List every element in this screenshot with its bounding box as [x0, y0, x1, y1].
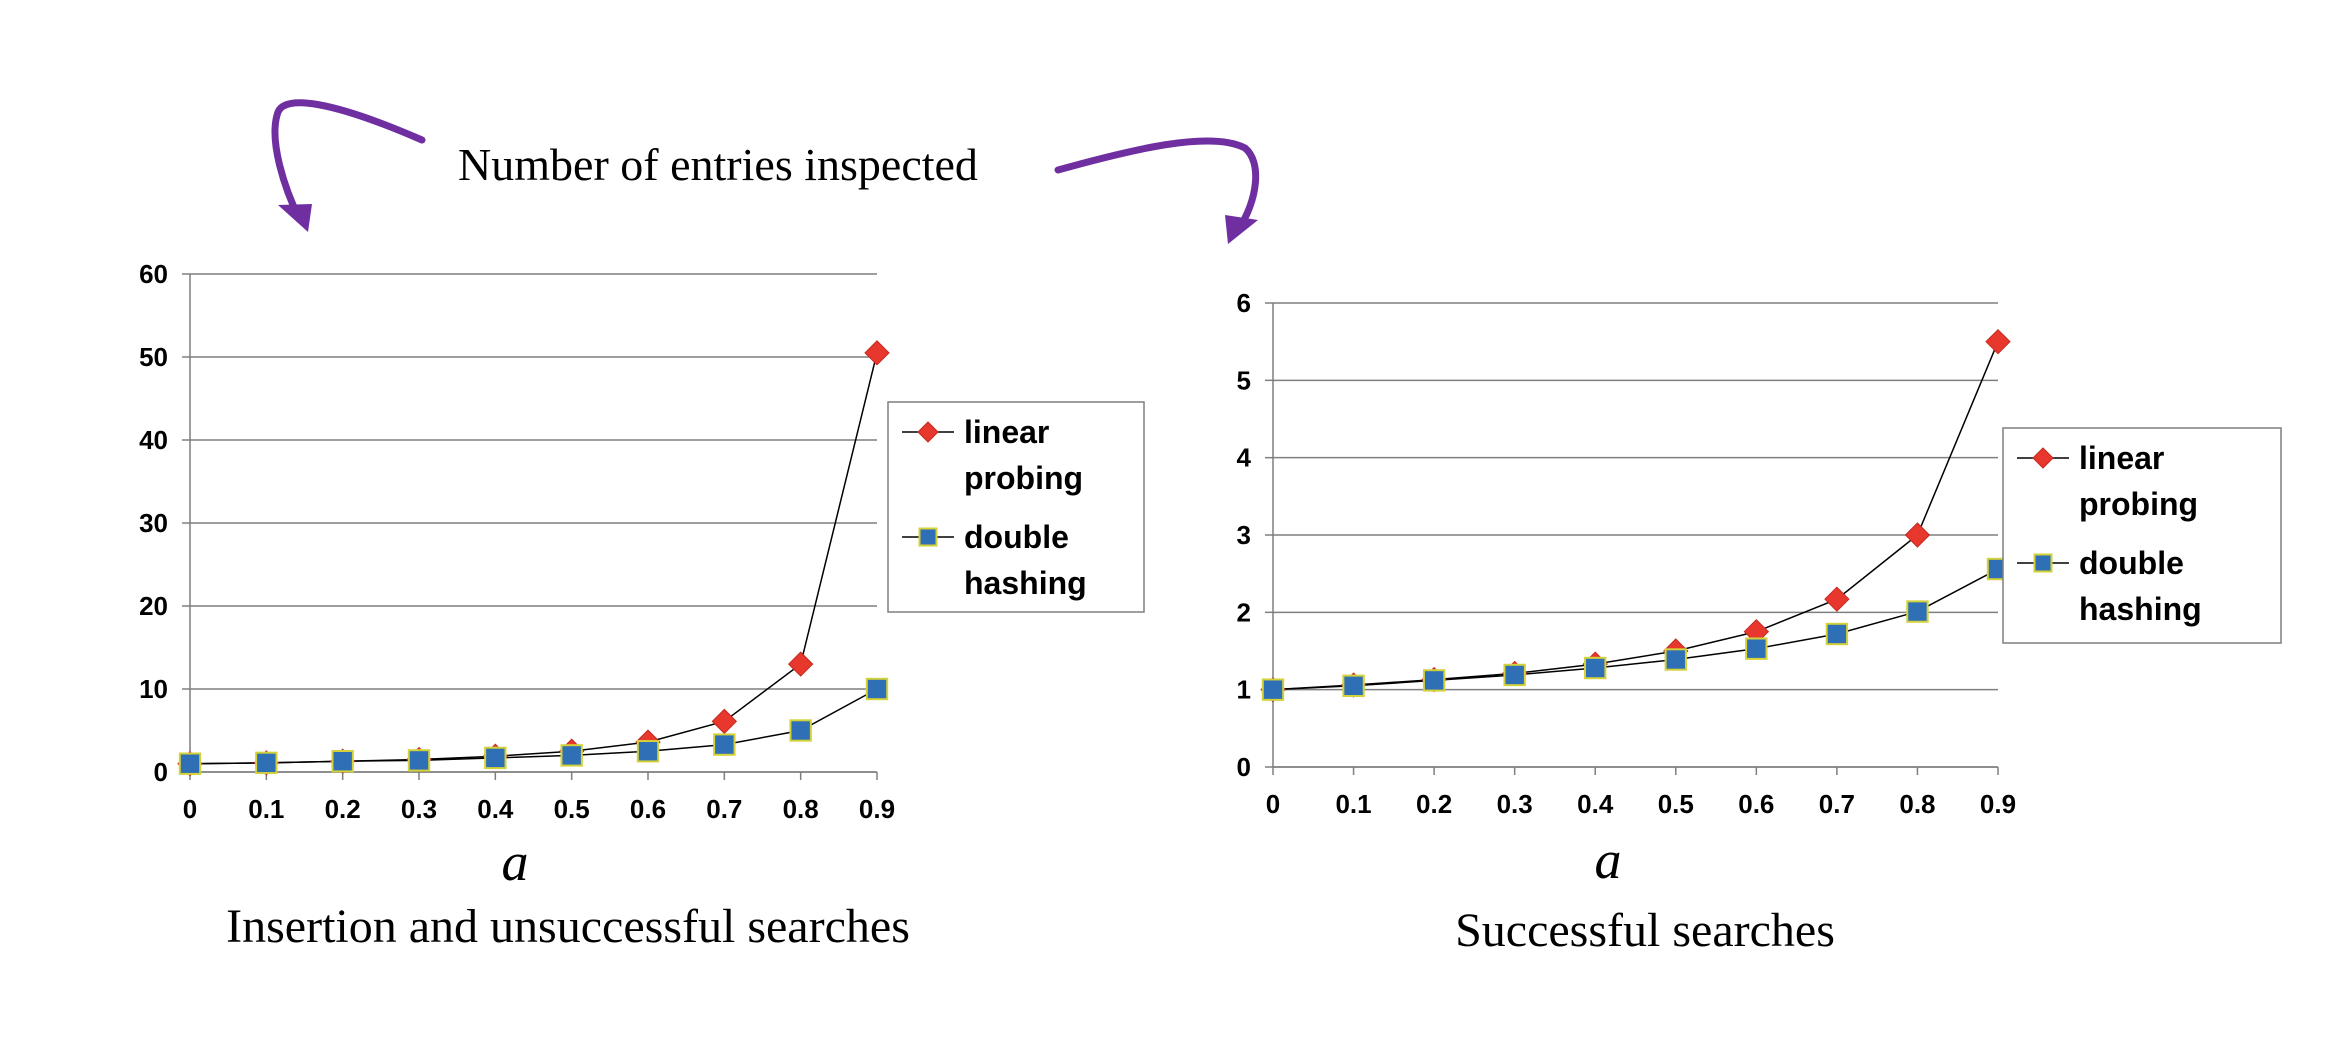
x-tick-label: 0.2 [325, 794, 361, 824]
legend-marker [918, 527, 938, 547]
series-line-double-hashing [1272, 568, 1999, 691]
legend-label: linear [964, 414, 1049, 450]
y-tick-label: 10 [139, 674, 168, 704]
data-point-double-hashing [636, 740, 660, 763]
y-tick-label: 4 [1237, 443, 1252, 473]
series-line-linear-probing [1272, 341, 1999, 691]
y-tick-label: 20 [139, 591, 168, 621]
annotation-arrowhead-right [1225, 215, 1258, 244]
legend-label: hashing [964, 565, 1087, 601]
x-tick-label: 0.8 [1899, 789, 1935, 819]
y-tick-label: 40 [139, 425, 168, 455]
data-point-linear-probing [1904, 522, 1931, 548]
legend-marker [2032, 447, 2054, 469]
data-point-double-hashing [560, 744, 583, 767]
x-tick-label: 0.7 [706, 794, 742, 824]
x-tick-label: 0.2 [1416, 789, 1452, 819]
legend-marker [2033, 553, 2053, 573]
annotation-arrow-left [271, 99, 426, 224]
legend-label: probing [2079, 486, 2198, 522]
data-point-linear-probing [864, 340, 890, 366]
data-point-double-hashing [1503, 663, 1526, 687]
x-tick-label: 0.9 [1980, 789, 2016, 819]
x-tick-label: 0.1 [248, 794, 284, 824]
data-point-double-hashing [331, 750, 354, 773]
y-tick-label: 2 [1237, 597, 1251, 627]
x-tick-label: 0.6 [1738, 789, 1774, 819]
data-point-double-hashing [789, 719, 812, 742]
x-tick-label: 0.1 [1335, 789, 1371, 819]
grid-lines [190, 273, 877, 773]
grid-lines [1273, 302, 1998, 768]
annotation-arrowhead-left [278, 204, 312, 232]
x-tick-label: 0.7 [1819, 789, 1855, 819]
legend-box [2002, 427, 2282, 644]
y-tick-label: 30 [139, 508, 168, 538]
series-markers [177, 340, 890, 777]
x-tick-label: 0.3 [401, 794, 437, 824]
chart-insertion-unsuccessful: 0 10 20 30 40 50 60 0 0.1 0.2 0.3 0.4 0.5 0.6 0.7 0.8 0.… [139, 259, 1145, 953]
chart-title: Insertion and unsuccessful searches [226, 900, 910, 953]
data-point-double-hashing [1745, 637, 1768, 660]
data-point-double-hashing [713, 733, 736, 756]
series-line-linear-probing [189, 352, 878, 765]
axes: 0 10 20 30 40 50 60 0 0.1 0.2 0.3 0.4 0.5 0.6 0.7 0.8 0.… [139, 259, 895, 824]
series-lines [1272, 341, 1999, 691]
x-tick-label: 0 [1266, 789, 1280, 819]
x-tick-label: 0.5 [1658, 789, 1694, 819]
legend-label: probing [964, 460, 1083, 496]
data-point-double-hashing [178, 752, 202, 775]
legend: linear probing double hashing [887, 401, 1145, 613]
x-tick-label: 0.9 [859, 794, 895, 824]
y-tick-label: 5 [1237, 365, 1251, 395]
data-point-double-hashing [1261, 678, 1285, 701]
data-point-double-hashing [1342, 674, 1365, 697]
y-tick-label: 60 [139, 259, 168, 289]
x-tick-label: 0.5 [554, 794, 590, 824]
y-tick-label: 1 [1237, 675, 1251, 705]
x-tick-label: 0.4 [1577, 789, 1614, 819]
data-point-double-hashing [1664, 648, 1687, 671]
x-axis-label: a [1595, 830, 1622, 890]
data-point-double-hashing [1584, 656, 1607, 680]
legend-marker [917, 421, 939, 443]
y-tick-label: 0 [1237, 752, 1251, 782]
data-point-double-hashing [484, 746, 507, 770]
axes: 0 1 2 3 4 5 6 0 0.1 0.2 0.3 0.4 0.5 0.6 0.7 0.8 0.9 [1237, 288, 2017, 819]
data-point-double-hashing [1906, 600, 1929, 623]
data-point-double-hashing [255, 751, 278, 775]
series-line-double-hashing [189, 688, 878, 765]
series-lines [189, 352, 878, 765]
data-point-double-hashing [1825, 622, 1849, 646]
chart-successful: 0 1 2 3 4 5 6 0 0.1 0.2 0.3 0.4 0.5 0.6 0.7 0.8 0.9 line… [1237, 288, 2282, 957]
x-tick-label: 0 [183, 794, 197, 824]
data-point-linear-probing [1824, 586, 1850, 612]
legend-label: double [964, 519, 1069, 555]
legend-label: hashing [2079, 591, 2202, 627]
data-point-linear-probing [1985, 328, 2011, 355]
data-point-double-hashing [865, 677, 889, 701]
legend-label: double [2079, 545, 2184, 581]
x-axis-label: a [502, 832, 529, 892]
data-point-double-hashing [407, 749, 431, 772]
series-markers [1260, 328, 2011, 703]
x-tick-label: 0.8 [783, 794, 819, 824]
data-point-linear-probing [787, 651, 814, 677]
legend-label: linear [2079, 440, 2164, 476]
chart-title: Successful searches [1455, 904, 1835, 957]
annotation-text: Number of entries inspected [458, 139, 978, 190]
y-tick-label: 0 [154, 757, 168, 787]
x-tick-label: 0.4 [477, 794, 514, 824]
y-tick-label: 3 [1237, 520, 1251, 550]
data-point-linear-probing [711, 708, 738, 735]
legend: linear probing double hashing [2002, 427, 2282, 644]
annotation-arrow-right [1054, 137, 1260, 234]
x-tick-label: 0.6 [630, 794, 666, 824]
y-tick-label: 50 [139, 342, 168, 372]
y-tick-label: 6 [1237, 288, 1251, 318]
x-tick-label: 0.3 [1497, 789, 1533, 819]
data-point-double-hashing [1422, 669, 1446, 692]
